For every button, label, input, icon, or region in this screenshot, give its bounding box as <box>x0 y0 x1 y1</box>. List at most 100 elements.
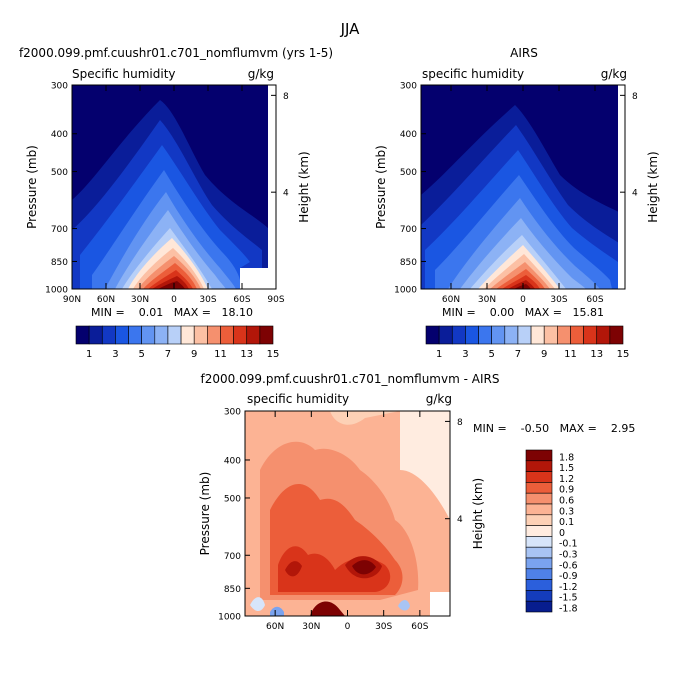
colorbar-swatch <box>154 325 169 345</box>
colorbar-swatch <box>525 590 553 602</box>
y-tick-label: 400 <box>224 456 241 466</box>
colorbar-swatch <box>101 325 116 345</box>
x-tick-label: 30S <box>375 622 392 632</box>
colorbar-label: 1 <box>86 349 92 360</box>
height-tick-label: 4 <box>457 515 463 525</box>
x-tick-label: 30N <box>302 622 320 632</box>
y-axis-title: Pressure (mb) <box>198 472 212 556</box>
panel-diff-right-label: g/kg <box>426 392 452 406</box>
y-tick-label: 500 <box>224 494 241 504</box>
x-tick-label: 60S <box>586 295 603 305</box>
colorbar-label: -0.6 <box>559 560 578 571</box>
x-tick-label: 60S <box>411 622 428 632</box>
colorbar-label: 1.8 <box>559 452 574 463</box>
colorbar-swatch <box>525 514 553 526</box>
y-tick-label: 400 <box>400 130 417 140</box>
panel-diff-left-label: specific humidity <box>247 392 349 406</box>
colorbar-label: 0.1 <box>559 517 574 528</box>
y-axis-title-right: Height (km) <box>646 151 660 222</box>
height-tick-label: 8 <box>632 92 638 102</box>
colorbar-label: 5 <box>138 349 144 360</box>
colorbar-swatch <box>525 471 553 483</box>
y-tick-label: 1000 <box>394 286 417 296</box>
y-axis-title: Pressure (mb) <box>374 145 388 229</box>
colorbar-swatch <box>525 536 553 548</box>
y-tick-label: 850 <box>400 258 417 268</box>
x-tick-label: 30S <box>550 295 567 305</box>
panel-model-title: f2000.099.pmf.cuushr01.c701_nomflumvm (y… <box>19 46 333 60</box>
y-tick-label: 700 <box>400 225 417 235</box>
x-tick-label: 0 <box>171 295 177 305</box>
colorbar-label: -0.9 <box>559 571 578 582</box>
height-tick-label: 8 <box>457 418 463 428</box>
height-tick-label: 8 <box>283 92 289 102</box>
colorbar-swatch <box>75 325 90 345</box>
colorbar-label: -0.3 <box>559 550 578 561</box>
x-tick-label: 0 <box>520 295 526 305</box>
colorbar-label: 1.5 <box>559 463 574 474</box>
y-tick-label: 850 <box>51 258 68 268</box>
x-tick-label: 90S <box>267 295 284 305</box>
colorbar-swatch <box>557 325 571 345</box>
panel-model-right-label: g/kg <box>248 67 274 81</box>
colorbar-label: 7 <box>165 349 171 360</box>
colorbar-swatch <box>478 325 492 345</box>
panel-model-field <box>72 85 276 289</box>
panel-model-left-label: Specific humidity <box>72 67 176 81</box>
height-tick-label: 4 <box>283 189 289 199</box>
y-tick-label: 1000 <box>45 286 68 296</box>
colorbar-swatch <box>180 325 195 345</box>
x-tick-label: 30N <box>131 295 149 305</box>
colorbar-label: 11 <box>564 349 577 360</box>
colorbar-swatch <box>128 325 142 345</box>
x-tick-label: 60N <box>442 295 460 305</box>
y-tick-label: 300 <box>400 82 417 92</box>
colorbar-label: 9 <box>541 349 547 360</box>
colorbar-swatch <box>570 325 584 345</box>
x-tick-label: 0 <box>345 622 351 632</box>
colorbar-swatch <box>141 325 156 345</box>
panel-diff: f2000.099.pmf.cuushr01.c701_nomflumvm - … <box>198 372 635 632</box>
colorbar-label: 0.3 <box>559 506 574 517</box>
colorbar-label: 1 <box>436 349 442 360</box>
colorbar-swatch <box>525 460 553 472</box>
colorbar-swatch <box>525 492 553 505</box>
y-tick-label: 700 <box>224 552 241 562</box>
colorbar-label: 15 <box>267 349 280 360</box>
panel-diff-axes: 300 400 500 700 850 1000 60N 30N 0 30S 60S 8 4 Pressu… <box>198 408 485 633</box>
colorbar-label: 0.9 <box>559 485 574 496</box>
panel-airs-left-label: specific humidity <box>422 67 524 81</box>
colorbar-swatch <box>167 325 182 345</box>
y-tick-label: 300 <box>51 82 68 92</box>
panel-airs-stats: MIN = 0.00 MAX = 15.81 <box>442 306 604 319</box>
y-tick-label: 700 <box>51 225 68 235</box>
colorbar-label: 1.2 <box>559 474 574 485</box>
colorbar-label: -0.1 <box>559 539 578 550</box>
y-tick-label: 400 <box>51 130 68 140</box>
panel-diff-field <box>245 411 450 616</box>
colorbar-diff: 1.81.51.20.90.60.30.10-0.1-0.3-0.6-0.9-1… <box>525 449 578 615</box>
colorbar-label: 5 <box>488 349 494 360</box>
panel-diff-stats: MIN = -0.50 MAX = 2.95 <box>473 422 635 435</box>
y-axis-title-right: Height (km) <box>297 151 311 222</box>
colorbar-swatch <box>465 325 479 345</box>
colorbar-swatch <box>525 600 553 613</box>
y-axis-title-right: Height (km) <box>471 478 485 549</box>
colorbar-swatch <box>259 325 274 345</box>
height-tick-label: 4 <box>632 189 638 199</box>
colorbar-swatch <box>246 325 261 345</box>
colorbar-label: 0 <box>559 528 565 539</box>
y-tick-label: 850 <box>224 585 241 595</box>
colorbar-swatch <box>596 325 611 345</box>
colorbar-swatch <box>425 325 440 345</box>
colorbar-swatch <box>525 557 553 570</box>
y-tick-label: 1000 <box>218 613 241 623</box>
colorbar-swatch <box>525 525 553 537</box>
x-tick-label: 60S <box>233 295 250 305</box>
colorbar-swatch <box>233 325 248 345</box>
colorbar-swatch <box>525 482 553 494</box>
colorbar-swatch <box>517 325 532 345</box>
colorbar-swatch <box>525 503 553 516</box>
